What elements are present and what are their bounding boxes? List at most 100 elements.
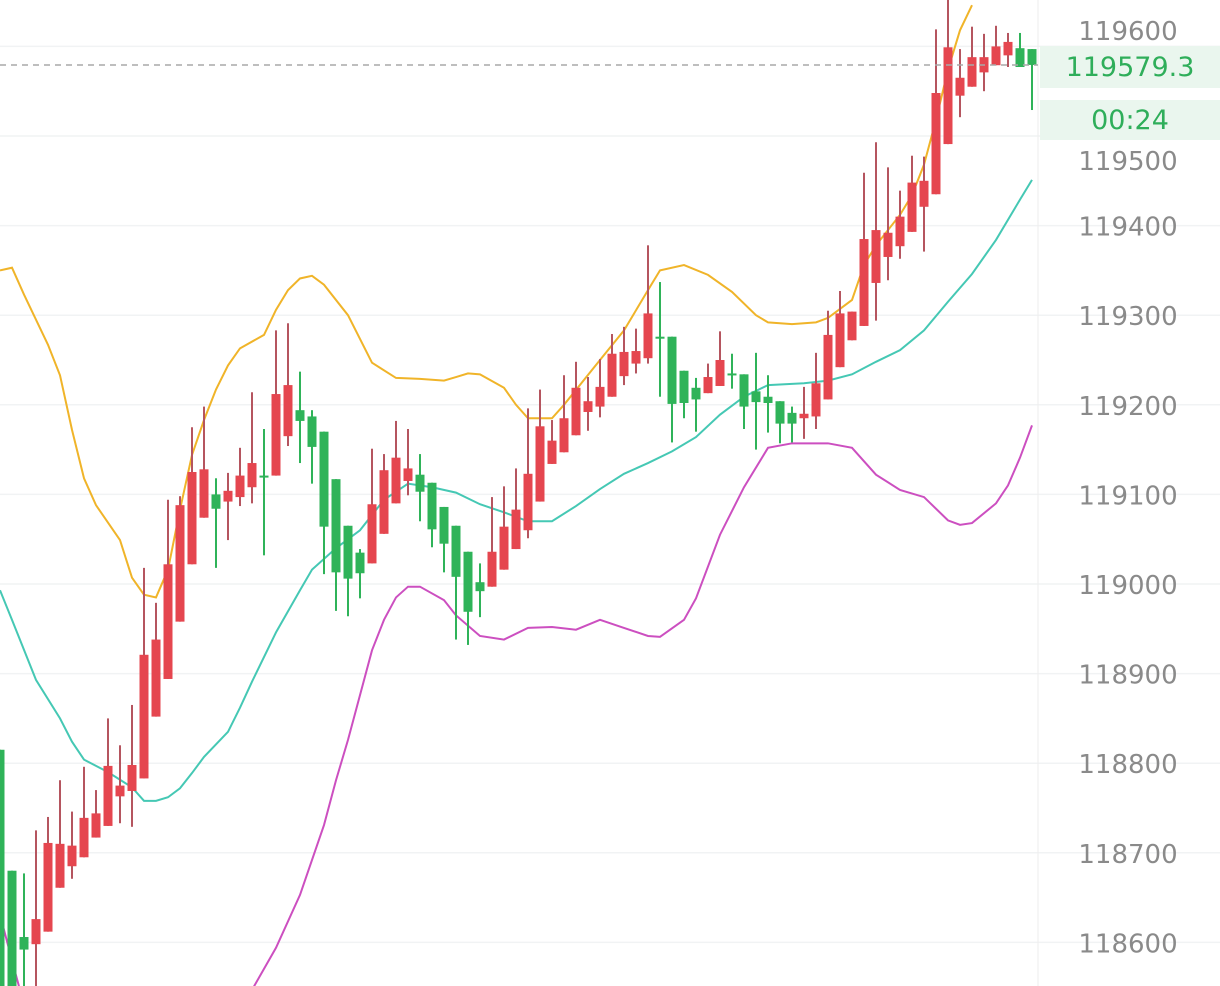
candle-body xyxy=(367,504,377,564)
candle-body xyxy=(535,426,545,502)
candle-down xyxy=(19,873,29,986)
candle-body xyxy=(523,473,533,531)
candle-body xyxy=(1027,49,1037,65)
candle-down xyxy=(439,506,449,573)
candle-down xyxy=(1027,49,1037,111)
candle-up xyxy=(967,26,977,87)
candle-body xyxy=(223,490,233,502)
candle-up xyxy=(643,245,653,364)
candle-body xyxy=(607,353,617,397)
candle-down xyxy=(307,410,317,484)
candle-body xyxy=(487,551,497,587)
candle-down xyxy=(319,431,329,575)
y-tick-label: 119200 xyxy=(1078,392,1177,422)
candle-body xyxy=(79,817,89,858)
candle-down xyxy=(0,749,5,986)
y-axis: 118600 118700 118800 118900 119000 119100 1192… xyxy=(1078,17,1177,959)
candle-down xyxy=(343,525,353,617)
candle-body xyxy=(883,232,893,257)
candle-down xyxy=(475,563,485,618)
candle-down xyxy=(427,482,437,548)
candle-down xyxy=(775,401,785,444)
candle-body xyxy=(763,396,773,404)
candle-body xyxy=(943,47,953,145)
candles xyxy=(0,0,1037,986)
candle-up xyxy=(283,323,293,447)
candle-body xyxy=(1003,41,1013,56)
candle-up xyxy=(523,408,533,539)
candle-body xyxy=(991,46,1001,66)
candle-body xyxy=(547,440,557,464)
candle-up xyxy=(931,29,941,195)
candle-down xyxy=(655,282,665,397)
candle-body xyxy=(463,551,473,612)
y-tick-label: 118700 xyxy=(1078,840,1177,870)
candle-up xyxy=(55,780,65,888)
candle-body xyxy=(583,401,593,412)
candle-up xyxy=(487,497,497,587)
candle-down xyxy=(763,375,773,433)
candle-body xyxy=(499,526,509,570)
candle-body xyxy=(895,216,905,247)
last-price-badge: 119579.3 xyxy=(1040,46,1220,88)
candle-body xyxy=(775,401,785,424)
candle-up xyxy=(379,454,389,534)
candle-body xyxy=(631,351,641,364)
candle-body xyxy=(847,311,857,341)
candle-body xyxy=(919,180,929,207)
candle-down xyxy=(415,454,425,522)
candle-up xyxy=(919,156,929,252)
candle-down xyxy=(463,551,473,645)
middle-band-line xyxy=(0,179,1033,802)
candle-up xyxy=(799,386,809,439)
candle-up xyxy=(235,447,245,507)
candle-body xyxy=(391,457,401,504)
candle-up xyxy=(139,567,149,779)
candle-up xyxy=(391,420,401,504)
candle-body xyxy=(259,475,269,478)
candle-body xyxy=(19,937,29,950)
candle-body xyxy=(691,387,701,400)
candle-body xyxy=(619,351,629,377)
candle-body xyxy=(559,418,569,453)
candle-up xyxy=(91,790,101,838)
candle-body xyxy=(355,552,365,574)
candle-down xyxy=(259,428,269,556)
candle-up xyxy=(511,468,521,550)
candle-up xyxy=(715,331,725,386)
candle-up xyxy=(79,766,89,858)
candle-up xyxy=(223,472,233,541)
candle-up xyxy=(823,310,833,400)
candle-up xyxy=(847,311,857,341)
candle-body xyxy=(283,385,293,437)
candle-up xyxy=(607,334,617,397)
candle-body xyxy=(475,582,485,592)
countdown-badge: 00:24 xyxy=(1040,100,1220,140)
candle-up xyxy=(871,142,881,321)
candle-up xyxy=(43,816,53,932)
candle-up xyxy=(907,155,917,232)
y-tick-label: 118800 xyxy=(1078,750,1177,780)
candle-up xyxy=(955,49,965,118)
candle-up xyxy=(247,392,257,504)
candle-up xyxy=(127,704,137,827)
candle-up xyxy=(631,328,641,374)
y-tick-label: 119300 xyxy=(1078,302,1177,332)
candle-body xyxy=(151,639,161,717)
candle-body xyxy=(451,525,461,577)
candle-down xyxy=(451,525,461,640)
candle-body xyxy=(319,431,329,527)
candle-up xyxy=(67,811,77,879)
candle-body xyxy=(967,57,977,87)
candle-up xyxy=(595,359,605,418)
candle-up xyxy=(571,361,581,436)
candle-body xyxy=(163,564,173,679)
candle-up xyxy=(703,363,713,394)
candle-body xyxy=(427,482,437,530)
candle-body xyxy=(871,230,881,283)
candle-body xyxy=(0,749,5,986)
candle-down xyxy=(679,370,689,419)
candle-body xyxy=(31,919,41,945)
candle-down xyxy=(1015,32,1025,68)
